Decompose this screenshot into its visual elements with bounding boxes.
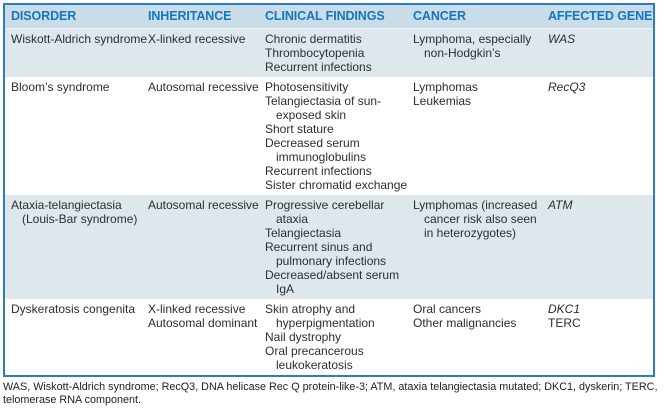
cancer-cell: Lymphoma, especially non-Hodgkin’s <box>413 29 548 78</box>
gene-cell-item: WAS <box>548 32 576 46</box>
clinical-findings-cell: Photosensitivity Telangiectasia of sun-ex… <box>265 77 413 195</box>
inheritance-cell-item: Autosomal recessive <box>148 198 259 212</box>
disorder-cell: Bloom’s syndrome <box>4 77 148 195</box>
clinical-findings-cell-item: Decreased serum immunoglobulins <box>265 136 367 164</box>
gene-cell: DKC1 TERC <box>548 299 654 376</box>
col-header-disorder: DISORDER <box>4 4 148 29</box>
disorder-cell: Dyskeratosis congenita <box>4 299 148 376</box>
clinical-findings-cell: Progressive cerebellar ataxia Telangiecta… <box>265 195 413 299</box>
inheritance-cell-item: X-linked recessive <box>148 302 246 316</box>
clinical-findings-cell: Chronic dermatitis Thrombocytopenia Recurr… <box>265 29 413 78</box>
clinical-findings-cell-item: Telangiectasia of sun-exposed skin <box>265 94 382 122</box>
cancer-cell-item: Lymphomas <box>413 80 478 94</box>
clinical-findings-cell-item: Nail dystrophy <box>265 330 342 344</box>
inheritance-cell-item: Autosomal dominant <box>148 316 258 330</box>
col-header-inheritance: INHERITANCE <box>148 4 265 29</box>
disorder-cell: Wiskott-Aldrich syndrome <box>4 29 148 78</box>
disorder-cell-item: Dyskeratosis congenita <box>11 302 136 316</box>
table-row: Bloom’s syndrome Autosomal recessive Photo… <box>4 77 654 195</box>
cancer-cell-item: Leukemias <box>413 94 472 108</box>
col-header-affected-gene: AFFECTED GENE <box>548 4 654 29</box>
inheritance-cell: Autosomal recessive <box>148 195 265 299</box>
inheritance-cell-item: Autosomal recessive <box>148 80 259 94</box>
clinical-findings-cell-item: Recurrent infections <box>265 60 372 74</box>
clinical-findings-cell-item: Chronic dermatitis <box>265 32 362 46</box>
inheritance-cell: Autosomal recessive <box>148 77 265 195</box>
gene-cell: WAS <box>548 29 654 78</box>
cancer-cell-item: Lymphoma, especially non-Hodgkin’s <box>413 32 532 60</box>
gene-cell-item: ATM <box>548 198 573 212</box>
gene-cell-item: RecQ3 <box>548 80 586 94</box>
clinical-findings-cell-item: Oral precancerous leukokeratosis <box>265 344 364 372</box>
col-header-cancer: CANCER <box>413 4 548 29</box>
col-header-clinical-findings: CLINICAL FINDINGS <box>265 4 413 29</box>
cancer-cell: Lymphomas (increased cancer risk also se… <box>413 195 548 299</box>
cancer-cell-item: Oral cancers <box>413 302 482 316</box>
inheritance-cell: X-linked recessive <box>148 29 265 78</box>
cancer-cell: Oral cancers Other malignancies <box>413 299 548 376</box>
disorder-cell-item: Bloom’s syndrome <box>11 80 110 94</box>
cancer-cell-item: Lymphomas (increased cancer risk also se… <box>413 198 538 240</box>
disorder-cell-item: Ataxia-telangiectasia (Louis-Bar syndrom… <box>11 198 138 226</box>
inheritance-cell-item: X-linked recessive <box>148 32 246 46</box>
gene-cell: RecQ3 <box>548 77 654 195</box>
gene-cell: ATM <box>548 195 654 299</box>
gene-cell-item: TERC <box>548 316 581 330</box>
footnote: WAS, Wiskott-Aldrich syndrome; RecQ3, DN… <box>3 381 658 406</box>
clinical-findings-cell-item: Decreased/absent serum IgA <box>265 268 400 296</box>
clinical-findings-cell-item: Progressive cerebellar ataxia <box>265 198 385 226</box>
clinical-findings-cell-item: Short stature <box>265 122 334 136</box>
cancer-cell-item: Other malignancies <box>413 316 517 330</box>
table-row: Wiskott-Aldrich syndrome X-linked recessi… <box>4 28 654 78</box>
clinical-findings-cell-item: Sister chromatid exchange <box>265 178 408 192</box>
cancer-cell: Lymphomas Leukemias <box>413 77 548 195</box>
table-row: Ataxia-telangiectasia (Louis-Bar syndrom… <box>4 195 654 299</box>
disorder-cell: Ataxia-telangiectasia (Louis-Bar syndrom… <box>4 195 148 299</box>
disorders-table: DISORDER INHERITANCE CLINICAL FINDINGS C… <box>3 3 655 377</box>
clinical-findings-cell-item: Photosensitivity <box>265 80 349 94</box>
clinical-findings-cell-item: Telangiectasia <box>265 226 342 240</box>
inheritance-cell: X-linked recessive Autosomal dominant <box>148 299 265 376</box>
table-row: Dyskeratosis congenita X-linked recessive… <box>4 299 654 376</box>
page: DISORDER INHERITANCE CLINICAL FINDINGS C… <box>3 3 658 406</box>
clinical-findings-cell-item: Recurrent infections <box>265 164 372 178</box>
clinical-findings-cell-item: Thrombocytopenia <box>265 46 365 60</box>
disorder-cell-item: Wiskott-Aldrich syndrome <box>11 32 148 46</box>
clinical-findings-cell: Skin atrophy and hyperpigmentation Nail d… <box>265 299 413 376</box>
table-body: Wiskott-Aldrich syndrome X-linked recessi… <box>4 28 654 376</box>
gene-cell-item: DKC1 <box>548 302 581 316</box>
header-row: DISORDER INHERITANCE CLINICAL FINDINGS C… <box>4 4 654 29</box>
clinical-findings-cell-item: Recurrent sinus and pulmonary infections <box>265 240 387 268</box>
clinical-findings-cell-item: Skin atrophy and hyperpigmentation <box>265 302 375 330</box>
